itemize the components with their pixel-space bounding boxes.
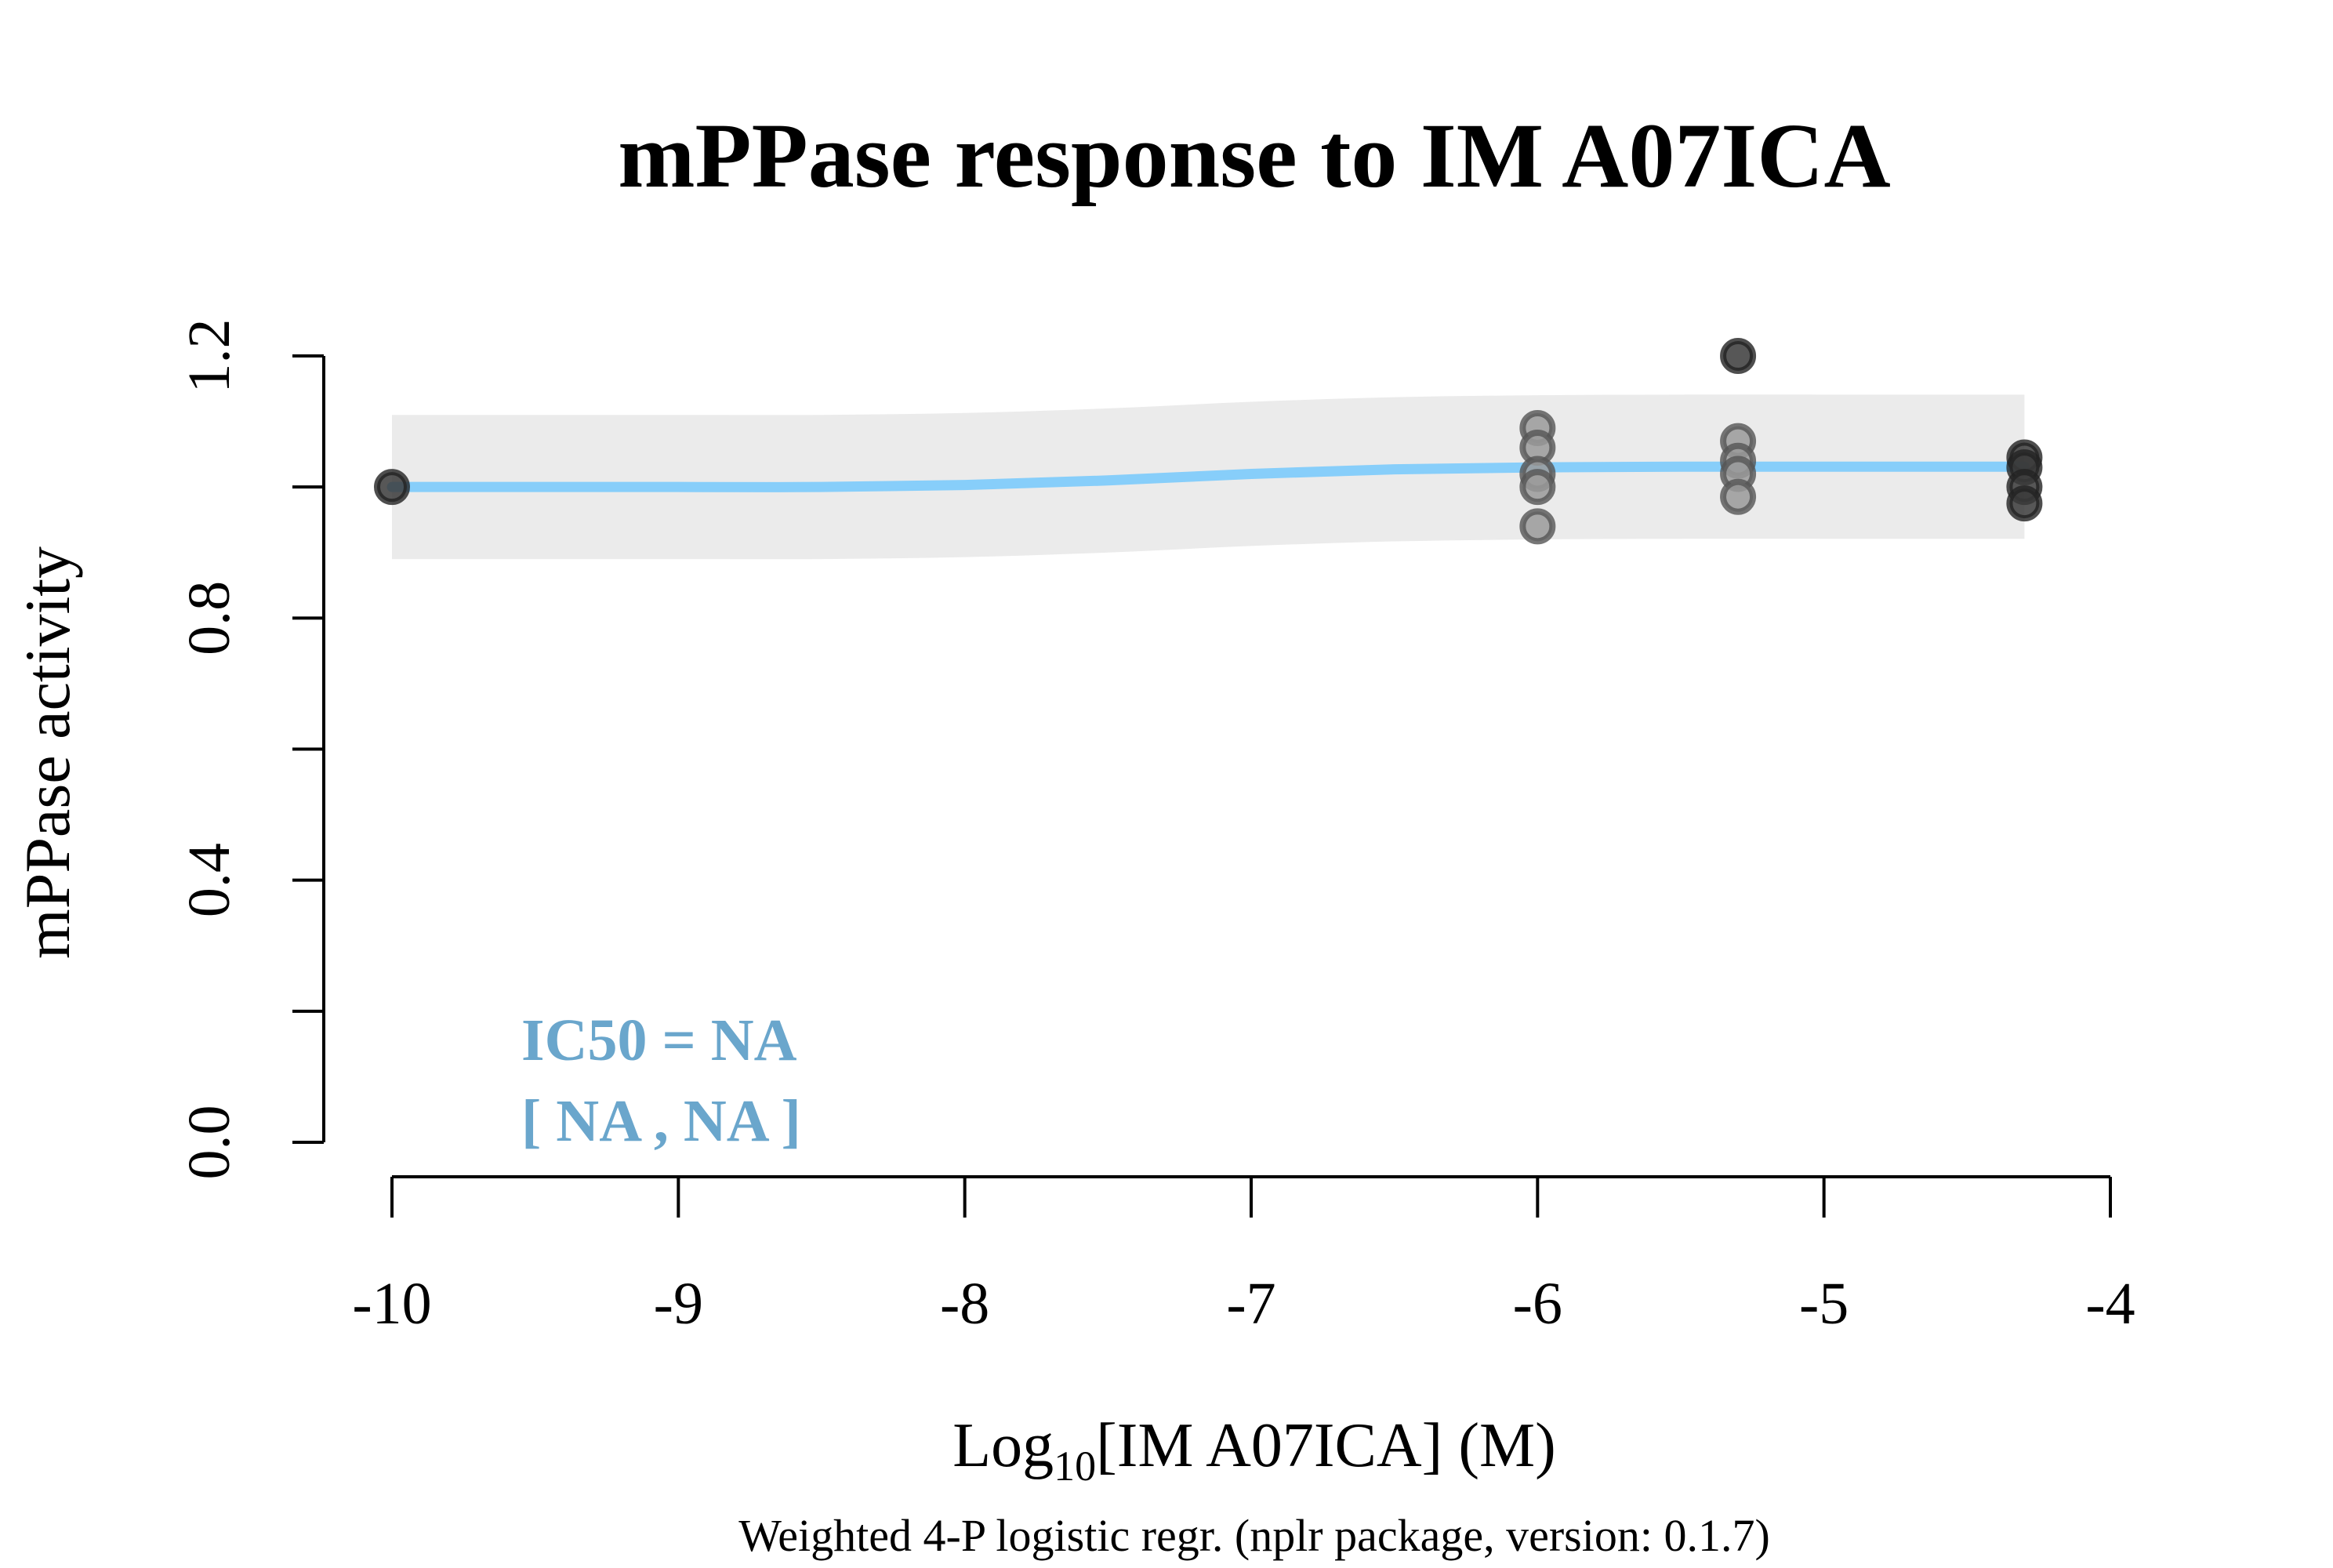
chart-title: mPPase response to IM A07ICA (618, 104, 1890, 207)
x-axis: -10 -9 -8 -7 -6 -5 -4 (352, 1175, 2135, 1337)
y-tick-label: 1.2 (176, 319, 242, 394)
ic50-annotation: IC50 = NA (521, 1007, 797, 1073)
x-tick-label: -5 (1799, 1271, 1849, 1337)
data-point (1519, 508, 1556, 545)
x-tick-label: -9 (654, 1271, 703, 1337)
data-point (374, 469, 410, 506)
data-point (1519, 469, 1556, 506)
data-points (374, 338, 2043, 545)
x-tick-label: -10 (352, 1271, 431, 1337)
ic50-interval-annotation: [ NA , NA ] (521, 1088, 801, 1154)
fit-curve (386, 461, 2030, 492)
y-tick-label: 0.0 (176, 1105, 242, 1180)
x-tick-label: -8 (940, 1271, 989, 1337)
x-axis-label-subscript: 10 (1054, 1443, 1096, 1490)
data-point (1720, 478, 1757, 515)
data-point (1720, 338, 1757, 374)
x-axis-label: Log10[IM A07ICA] (M) (952, 1411, 1555, 1490)
x-axis-label-main: Log (952, 1411, 1054, 1480)
x-tick-label: -4 (2085, 1271, 2135, 1337)
data-point (2006, 485, 2043, 522)
footnote: Weighted 4-P logistic regr. (nplr packag… (738, 1510, 1770, 1561)
y-axis-label: mPPase activity (12, 546, 83, 959)
x-axis-label-rest: [IM A07ICA] (M) (1096, 1411, 1556, 1480)
y-tick-label: 0.4 (176, 843, 242, 917)
y-tick-label: 0.8 (176, 581, 242, 655)
y-axis: 0.0 0.4 0.8 1.2 (176, 319, 325, 1180)
x-tick-label: -7 (1226, 1271, 1275, 1337)
x-tick-label: -6 (1513, 1271, 1562, 1337)
fit-curve-line (386, 461, 2030, 492)
